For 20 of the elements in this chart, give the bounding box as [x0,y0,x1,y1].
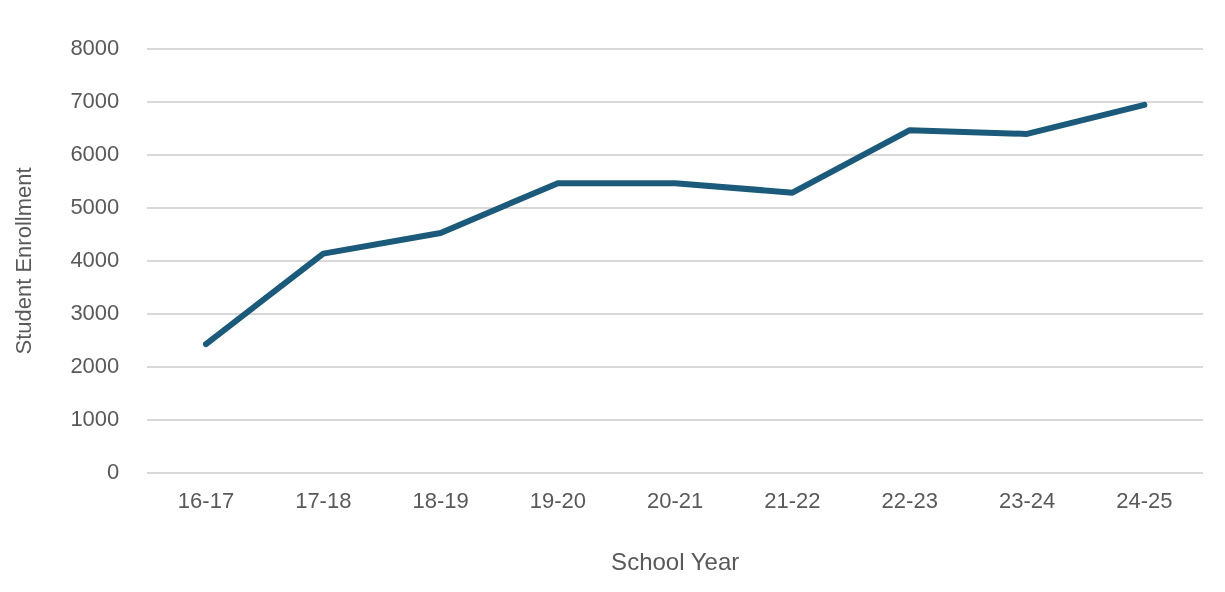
y-tick-label: 0 [107,458,120,484]
y-tick-label: 4000 [70,247,120,273]
x-tick-label: 22-23 [881,488,938,514]
y-axis-title: Student Enrollment [11,167,37,355]
x-tick-label: 21-22 [764,488,821,514]
x-tick-label: 17-18 [295,488,352,514]
y-tick-label: 7000 [70,88,120,114]
y-tick-label: 2000 [70,352,120,378]
y-tick-label: 8000 [70,35,120,61]
y-tick-label: 5000 [70,194,120,220]
y-tick-label: 3000 [70,300,120,326]
y-tick-label: 6000 [70,141,120,167]
x-tick-label: 20-21 [647,488,704,514]
x-tick-label: 23-24 [998,488,1056,514]
x-tick-label: 19-20 [529,488,587,514]
x-tick-label: 24-25 [1116,488,1173,514]
y-tick-label: 1000 [70,405,120,431]
x-tick-label: 16-17 [177,488,235,514]
x-axis-title: School Year [611,548,740,576]
x-tick-label: 18-19 [412,488,469,514]
